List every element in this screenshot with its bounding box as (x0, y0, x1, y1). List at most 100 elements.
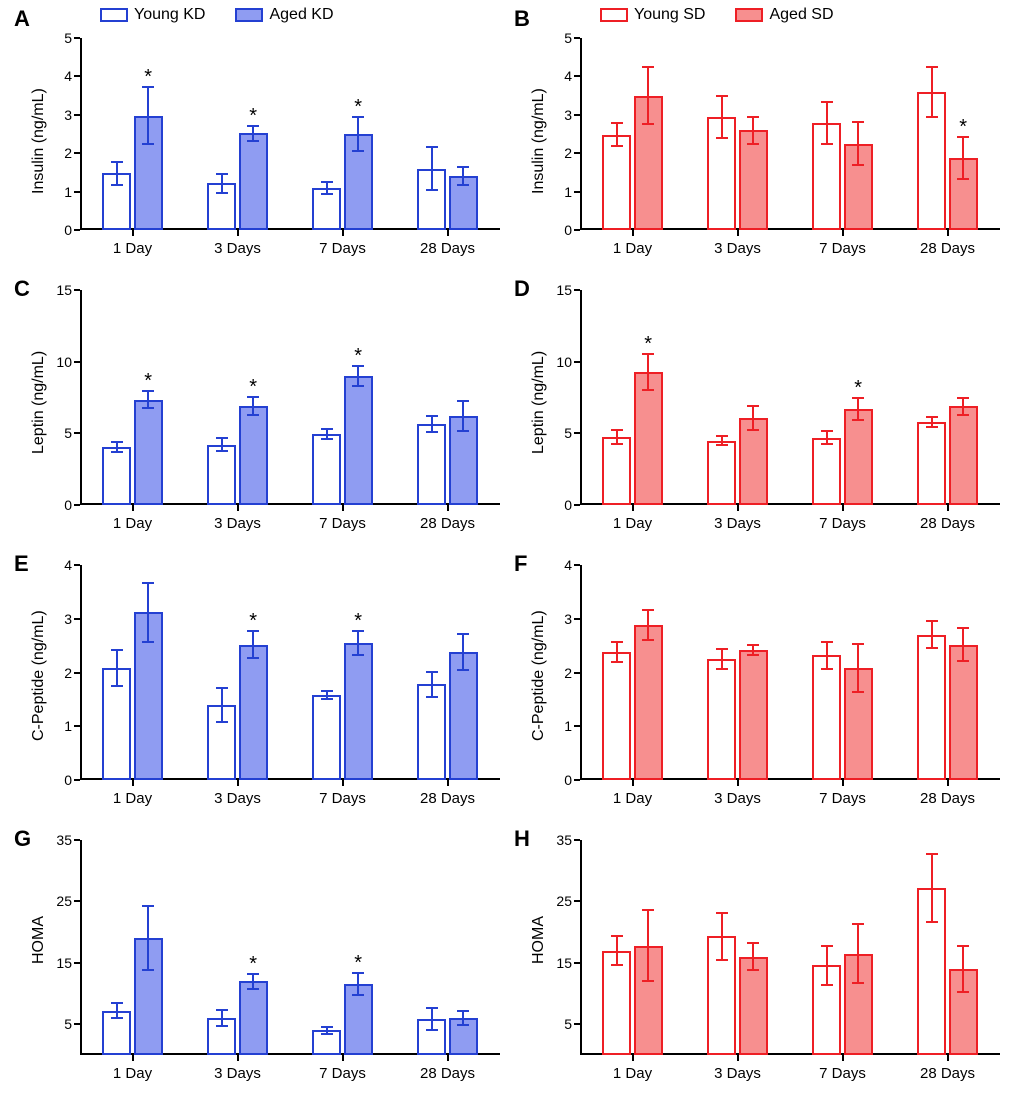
error-cap-top (716, 912, 728, 914)
error-cap-bottom (247, 140, 259, 142)
error-cap-bottom (352, 150, 364, 152)
xtick-label: 7 Days (819, 230, 866, 257)
error-cap-top (457, 400, 469, 402)
error-cap-bottom (321, 1033, 333, 1035)
error-bar (431, 1008, 433, 1030)
bar-aged (134, 400, 163, 505)
panel-letter: B (514, 6, 530, 32)
ytick-label: 35 (556, 832, 580, 848)
error-cap-bottom (142, 641, 154, 643)
error-bar (962, 137, 964, 179)
error-cap-bottom (926, 921, 938, 923)
error-cap-top (957, 945, 969, 947)
y-axis-label: HOMA (530, 916, 548, 964)
error-bar (647, 910, 649, 981)
error-cap-bottom (611, 661, 623, 663)
error-cap-top (426, 415, 438, 417)
error-cap-bottom (611, 443, 623, 445)
panel-h: H 51525351 Day3 Days7 Days28 Days HOMA (510, 820, 1010, 1095)
error-bar (462, 1011, 464, 1025)
error-bar (116, 650, 118, 685)
error-cap-top (216, 1009, 228, 1011)
error-cap-bottom (142, 143, 154, 145)
xtick-label: 7 Days (819, 1055, 866, 1082)
plot-area: 51525351 Day3 Days7 Days28 Days (580, 840, 1000, 1055)
xtick-label: 28 Days (920, 230, 975, 257)
bar-aged (239, 981, 268, 1055)
error-cap-top (821, 101, 833, 103)
panel-letter: F (514, 551, 527, 577)
error-cap-bottom (111, 451, 123, 453)
error-cap-top (216, 437, 228, 439)
ytick-label: 5 (564, 1016, 580, 1032)
error-bar (826, 946, 828, 985)
xtick-label: 3 Days (714, 780, 761, 807)
ytick-label: 15 (556, 282, 580, 298)
error-cap-top (216, 173, 228, 175)
legend-item: Young SD (600, 6, 705, 24)
error-cap-top (611, 935, 623, 937)
legend-item: Aged KD (235, 6, 333, 24)
ytick-label: 3 (64, 611, 80, 627)
error-cap-top (716, 648, 728, 650)
legend-swatch (600, 8, 628, 22)
error-cap-bottom (426, 189, 438, 191)
ytick-label: 2 (564, 665, 580, 681)
error-cap-top (926, 853, 938, 855)
bar-aged (844, 409, 873, 505)
bar-aged (949, 645, 978, 780)
error-cap-bottom (716, 444, 728, 446)
panel-letter: H (514, 826, 530, 852)
error-bar (462, 167, 464, 185)
error-cap-top (821, 641, 833, 643)
y-axis (80, 38, 82, 230)
xtick-label: 3 Days (714, 1055, 761, 1082)
error-bar (647, 67, 649, 125)
ytick-label: 1 (564, 718, 580, 734)
error-cap-bottom (747, 143, 759, 145)
bar-young (917, 635, 946, 780)
ytick-label: 0 (564, 772, 580, 788)
error-bar (462, 401, 464, 431)
significance-marker: * (354, 97, 362, 117)
error-cap-top (321, 428, 333, 430)
ytick-label: 35 (56, 832, 80, 848)
error-bar (431, 147, 433, 189)
error-cap-bottom (747, 654, 759, 656)
error-cap-top (142, 905, 154, 907)
error-cap-top (747, 116, 759, 118)
error-bar (147, 87, 149, 145)
error-cap-bottom (426, 696, 438, 698)
error-cap-bottom (957, 178, 969, 180)
bar-aged (634, 372, 663, 505)
significance-marker: * (354, 953, 362, 973)
error-cap-bottom (926, 116, 938, 118)
error-cap-bottom (142, 407, 154, 409)
error-cap-bottom (611, 145, 623, 147)
bar-aged (239, 645, 268, 780)
error-cap-bottom (247, 657, 259, 659)
error-cap-top (821, 430, 833, 432)
legend-swatch (735, 8, 763, 22)
error-bar (931, 621, 933, 648)
error-cap-top (957, 627, 969, 629)
xtick-label: 1 Day (613, 505, 652, 532)
xtick-label: 7 Days (819, 780, 866, 807)
ytick-label: 0 (564, 497, 580, 513)
error-cap-top (426, 671, 438, 673)
xtick-label: 3 Days (714, 230, 761, 257)
bar-aged (949, 406, 978, 505)
error-bar (962, 946, 964, 993)
error-cap-bottom (821, 443, 833, 445)
error-cap-bottom (457, 184, 469, 186)
xtick-label: 28 Days (920, 505, 975, 532)
bar-young (917, 422, 946, 505)
ytick-label: 15 (56, 955, 80, 971)
error-bar (857, 398, 859, 421)
error-bar (252, 974, 254, 989)
bar-young (417, 684, 446, 780)
error-bar (857, 644, 859, 692)
error-cap-bottom (142, 969, 154, 971)
xtick-label: 7 Days (819, 505, 866, 532)
error-cap-bottom (321, 698, 333, 700)
